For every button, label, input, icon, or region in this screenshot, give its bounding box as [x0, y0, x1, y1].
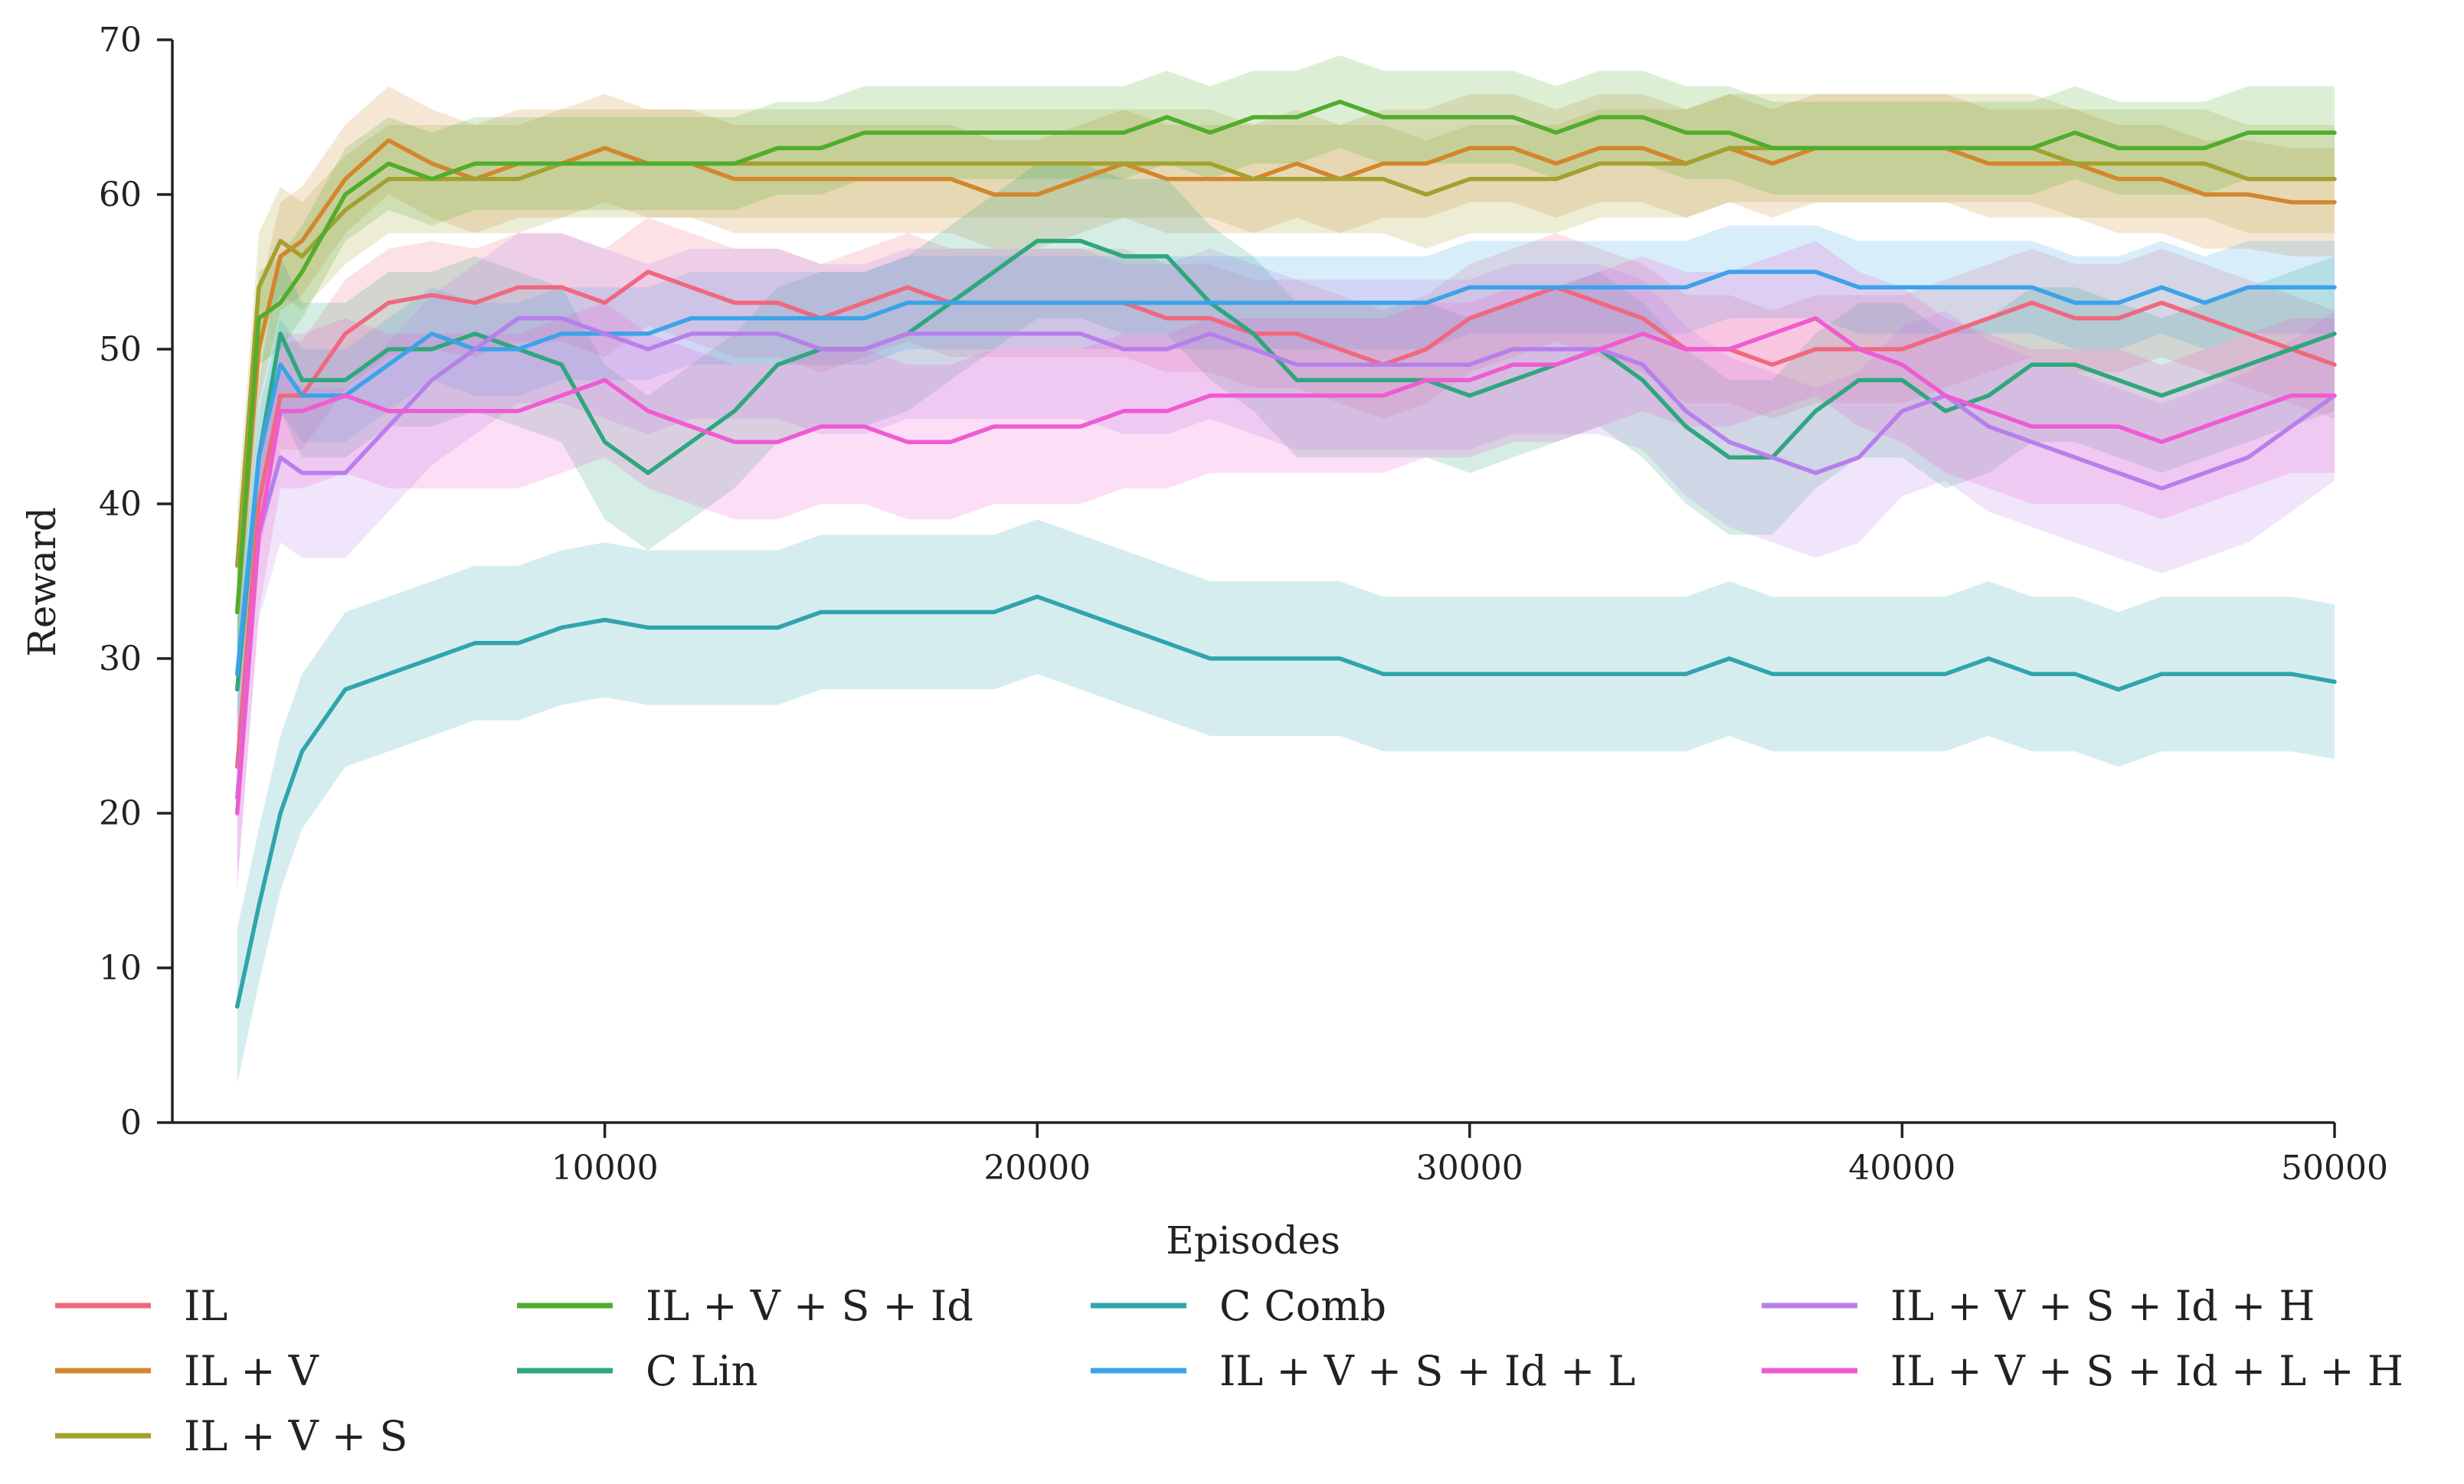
- x-tick-label: 30000: [1416, 1149, 1523, 1188]
- band-c-lin: [237, 163, 2335, 767]
- y-tick-label: 40: [99, 485, 142, 524]
- confidence-bands: [237, 55, 2335, 1084]
- line-il-plus-v-plus-s-plus-id-plus-l-plus-h: [234, 315, 2337, 816]
- legend-label-il: IL: [184, 1282, 227, 1330]
- legend-label-c-lin: C Lin: [646, 1347, 758, 1395]
- line-c-comb: [234, 594, 2337, 1009]
- band-il-plus-v-plus-s-plus-id-plus-h: [237, 233, 2335, 883]
- legend-label-il-plus-v-plus-s-plus-id: IL + V + S + Id: [646, 1282, 973, 1330]
- y-tick-label: 70: [99, 21, 142, 60]
- legend-label-c-comb: C Comb: [1219, 1282, 1386, 1330]
- band-il-plus-v: [237, 86, 2335, 667]
- y-tick-label: 30: [99, 639, 142, 678]
- x-tick-label: 40000: [1848, 1149, 1955, 1188]
- line-c-lin: [234, 238, 2337, 692]
- y-axis-title: Reward: [20, 507, 64, 657]
- line-il-plus-v-plus-s-plus-id: [234, 100, 2337, 615]
- line-il-plus-v-plus-s-plus-id-plus-h: [234, 315, 2337, 800]
- band-il: [237, 217, 2335, 822]
- x-tick-label: 10000: [551, 1149, 659, 1188]
- y-tick-label: 0: [120, 1103, 142, 1142]
- x-tick-label: 50000: [2281, 1149, 2388, 1188]
- band-il-plus-v-plus-s-plus-id-plus-l-plus-h: [237, 240, 2335, 891]
- legend-label-il-plus-v-plus-s: IL + V + S: [184, 1412, 407, 1460]
- line-il-plus-v-plus-s-plus-id-plus-l: [234, 270, 2337, 676]
- y-tick-label: 20: [99, 794, 142, 833]
- axes: 0 10 20 30 40 50 60 70 10000 20000 30000 40000 50000: [99, 21, 2388, 1188]
- band-il-plus-v-plus-s-plus-id-plus-l: [237, 225, 2335, 721]
- y-tick-label: 50: [99, 330, 142, 369]
- x-tick-label: 20000: [983, 1149, 1091, 1188]
- y-tick-label: 60: [99, 175, 142, 214]
- band-c-comb: [237, 519, 2335, 1084]
- legend-label-il-plus-v-plus-s-plus-id-plus-l-plus-h: IL + V + S + Id + L + H: [1890, 1347, 2403, 1395]
- y-tick-label: 10: [99, 949, 142, 988]
- x-axis-title: Episodes: [1166, 1218, 1340, 1263]
- legend-label-il-plus-v-plus-s-plus-id-plus-l: IL + V + S + Id + L: [1219, 1347, 1635, 1395]
- legend: IL IL + V IL + V + S IL + V + S + Id C Lin C …: [55, 1282, 2403, 1460]
- band-il-plus-v-plus-s-plus-id: [237, 55, 2335, 659]
- legend-label-il-plus-v-plus-s-plus-id-plus-h: IL + V + S + Id + H: [1890, 1282, 2315, 1330]
- legend-label-il-plus-v: IL + V: [184, 1347, 319, 1395]
- series-lines: [234, 100, 2337, 1009]
